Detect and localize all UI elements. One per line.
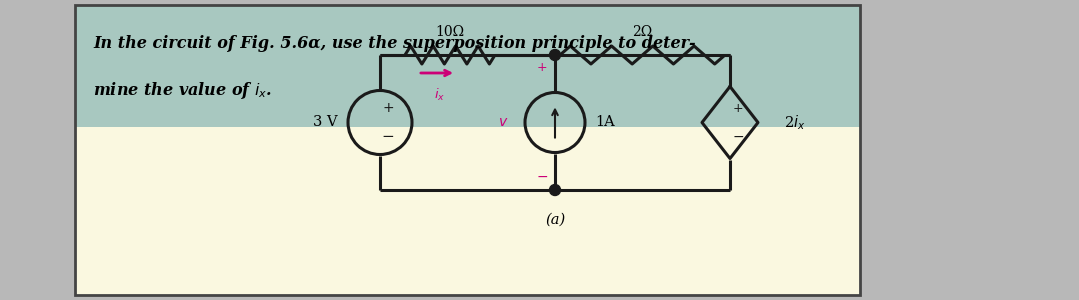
Text: −: − xyxy=(536,170,548,184)
Text: +: + xyxy=(382,101,394,116)
Text: 2$i_x$: 2$i_x$ xyxy=(784,113,806,132)
Bar xyxy=(76,127,860,295)
Text: 1A: 1A xyxy=(596,116,615,130)
Text: +: + xyxy=(536,61,547,74)
Text: $i_x$: $i_x$ xyxy=(435,87,446,103)
Text: mine the value of $i_x$.: mine the value of $i_x$. xyxy=(93,80,272,100)
Text: 3 V: 3 V xyxy=(313,116,338,130)
Bar xyxy=(76,5,860,295)
Text: 2Ω: 2Ω xyxy=(632,25,653,39)
Text: −: − xyxy=(733,130,743,143)
Circle shape xyxy=(549,184,560,196)
Bar xyxy=(76,5,860,127)
Text: (a): (a) xyxy=(545,213,565,227)
Text: In the circuit of Fig. 5.6α, use the superposition principle to deter-: In the circuit of Fig. 5.6α, use the sup… xyxy=(93,34,696,52)
Text: −: − xyxy=(382,129,395,144)
Text: $v$: $v$ xyxy=(497,116,508,130)
Circle shape xyxy=(549,50,560,61)
Text: 10Ω: 10Ω xyxy=(436,25,465,39)
Text: +: + xyxy=(733,102,743,115)
